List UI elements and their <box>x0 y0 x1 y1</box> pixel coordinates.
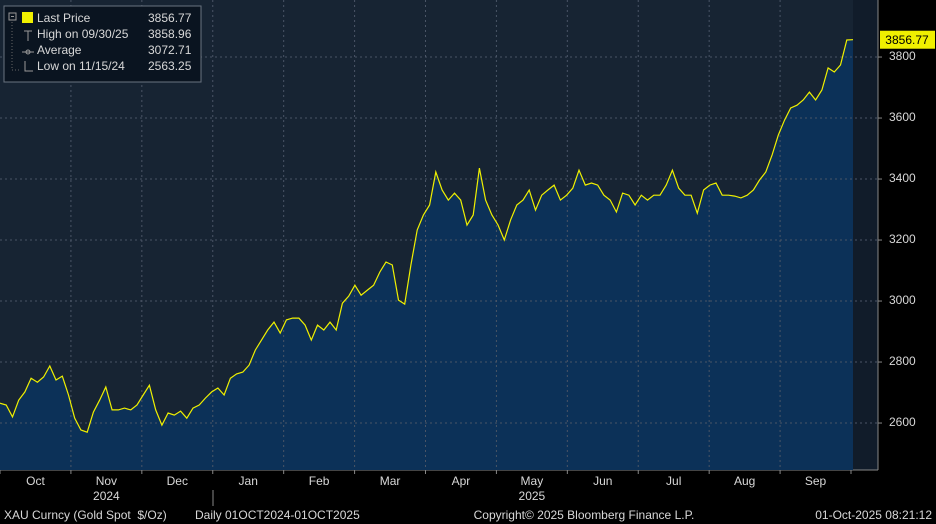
x-tick-label: Feb <box>309 474 330 488</box>
legend-tree <box>11 22 20 71</box>
legend-label: High on 09/30/25 <box>37 27 129 41</box>
x-tick-label: Aug <box>734 474 755 488</box>
legend-swatch <box>22 12 33 23</box>
legend-box <box>3 5 202 83</box>
legend-label: Low on 11/15/24 <box>37 59 125 73</box>
x-tick-label: Apr <box>452 474 471 488</box>
x-tick-label: Mar <box>380 474 401 488</box>
future-shade <box>853 0 878 470</box>
footer-copyright: Copyright© 2025 Bloomberg Finance L.P. <box>474 508 695 522</box>
x-tick-label: Oct <box>26 474 45 488</box>
y-tick-label: 3000 <box>889 293 916 307</box>
price-area <box>0 39 853 470</box>
y-tick-label: 2800 <box>889 354 916 368</box>
legend-value: 3858.96 <box>148 27 192 41</box>
footer-timestamp: 01-Oct-2025 08:21:12 <box>815 508 932 522</box>
x-tick-label: Sep <box>805 474 827 488</box>
legend-value: 3072.71 <box>148 43 192 57</box>
legend-average-icon <box>22 49 34 55</box>
price-line <box>0 39 854 433</box>
y-tick-label: 3800 <box>889 49 916 63</box>
y-tick-label: 2600 <box>889 415 916 429</box>
year-label: 2024 <box>93 489 120 503</box>
x-tick-label: Jan <box>239 474 258 488</box>
x-tick-label: Dec <box>167 474 188 488</box>
legend-label: Last Price <box>37 11 91 25</box>
last-price-tag-label: 3856.77 <box>885 33 929 47</box>
x-tick-label: Nov <box>96 474 117 488</box>
y-tick-label: 3600 <box>889 110 916 124</box>
legend: Last Price 3856.77 High on 09/30/25 3858.96… <box>3 5 202 83</box>
legend-high-icon <box>24 30 32 41</box>
legend-value: 2563.25 <box>148 59 192 73</box>
legend-label: Average <box>37 43 82 57</box>
plot <box>0 0 878 470</box>
x-tick-label: Jun <box>593 474 612 488</box>
y-tick-label: 3200 <box>889 232 916 246</box>
legend-value: 3856.77 <box>148 11 192 25</box>
footer-security: XAU Curncy (Gold Spot $/Oz) <box>4 508 167 522</box>
year-label: 2025 <box>519 489 546 503</box>
legend-toggle <box>8 12 17 21</box>
x-tick-label: May <box>521 474 544 488</box>
legend-low-icon <box>24 61 33 72</box>
x-tick-label: Jul <box>666 474 681 488</box>
footer-range: Daily 01OCT2024-01OCT2025 <box>195 508 360 522</box>
last-price-tag <box>880 30 935 49</box>
y-tick-label: 3400 <box>889 171 916 185</box>
